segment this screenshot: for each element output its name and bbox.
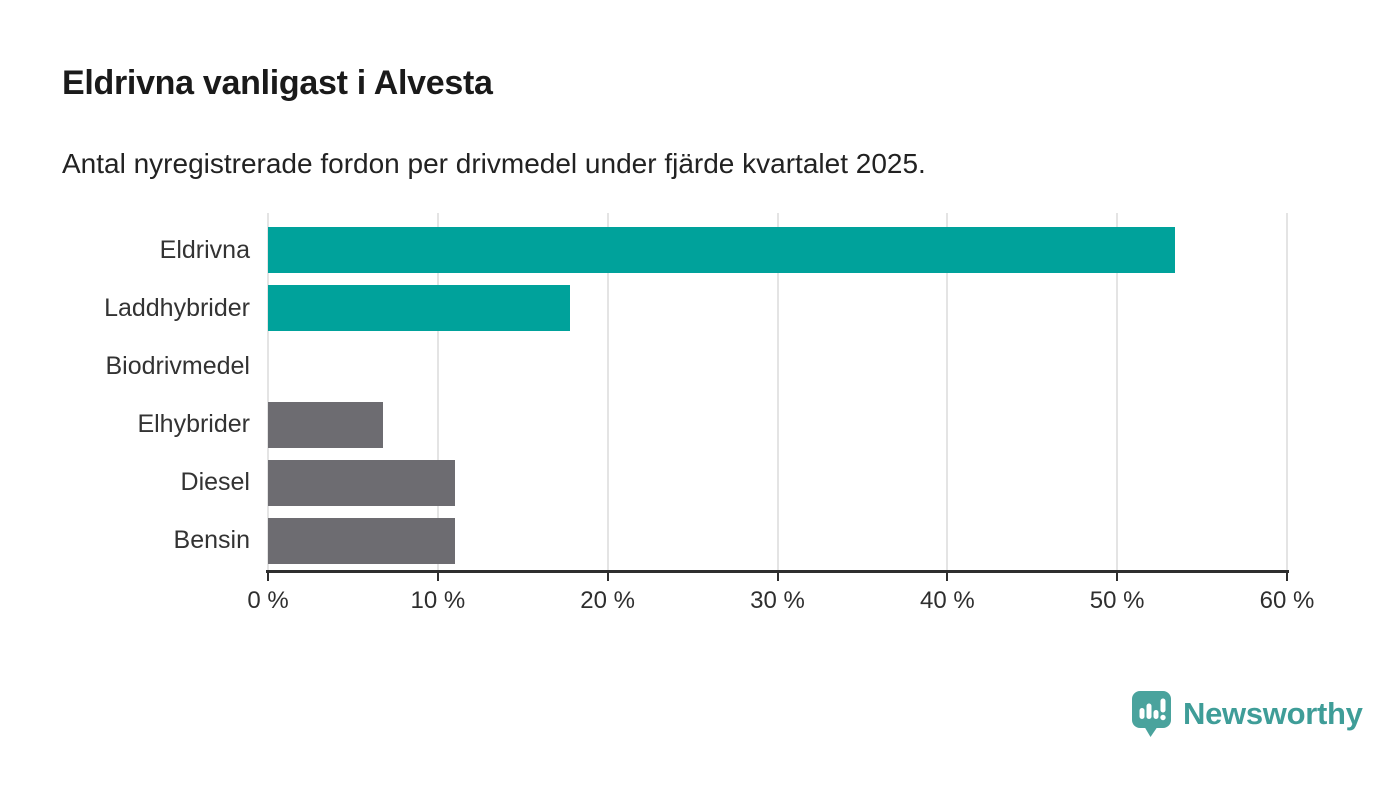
x-axis-tick-label-50: 50 %	[1089, 587, 1145, 614]
category-label-bensin: Bensin	[173, 526, 250, 555]
x-axis-tick-label-0: 0 %	[247, 587, 289, 614]
chart-subtitle: Antal nyregistrerade fordon per drivmede…	[62, 148, 926, 179]
category-label-eldrivna: Eldrivna	[159, 235, 250, 264]
x-axis-tick-label-20: 20 %	[580, 587, 635, 614]
gridline-60	[1286, 213, 1288, 570]
bar-elhybrider	[268, 401, 384, 448]
bar-diesel	[268, 459, 455, 506]
newsworthy-logo: Newsworthy	[1131, 690, 1363, 738]
gridline-0	[267, 213, 269, 570]
x-axis-tick-label-30: 30 %	[750, 587, 805, 614]
gridline-50	[1116, 213, 1119, 570]
bar-chart-plot-area: Eldrivna Laddhybrider Biodrivmedel Elhybrid…	[0, 213, 1400, 633]
x-axis-line	[266, 570, 1289, 573]
newsworthy-logo-icon	[1131, 690, 1173, 738]
bar-eldrivna	[268, 227, 1175, 274]
x-axis-tick-30	[776, 573, 779, 581]
x-axis-tick-40	[946, 573, 949, 581]
x-axis-tick-60	[1286, 573, 1288, 581]
gridline-30	[776, 213, 779, 570]
gridline-40	[946, 213, 949, 570]
x-axis-tick-label-10: 10 %	[410, 587, 466, 614]
category-label-diesel: Diesel	[180, 468, 250, 497]
bar-row-elhybrider: Elhybrider	[0, 396, 1400, 454]
bar-row-biodrivmedel: Biodrivmedel	[0, 337, 1400, 395]
category-label-laddhybrider: Laddhybrider	[104, 293, 250, 322]
x-axis-tick-label-60: 60 %	[1259, 587, 1315, 614]
newsworthy-logo-wordmark: Newsworthy	[1183, 696, 1363, 731]
bar-row-eldrivna: Eldrivna	[0, 221, 1400, 279]
bar-row-diesel: Diesel	[0, 454, 1400, 512]
chart-title: Eldrivna vanligast i Alvesta	[62, 64, 493, 102]
category-label-elhybrider: Elhybrider	[137, 410, 250, 439]
bar-bensin	[268, 517, 455, 564]
x-axis-tick-20	[606, 573, 609, 581]
bar-laddhybrider	[268, 285, 571, 332]
x-axis-tick-label-40: 40 %	[919, 587, 975, 614]
bar-row-laddhybrider: Laddhybrider	[0, 279, 1400, 337]
x-axis-tick-0	[267, 573, 269, 581]
x-axis-tick-50	[1116, 573, 1119, 581]
bar-row-bensin: Bensin	[0, 512, 1400, 570]
gridline-20	[606, 213, 609, 570]
gridline-10	[436, 213, 439, 570]
x-axis-tick-10	[436, 573, 439, 581]
category-label-biodrivmedel: Biodrivmedel	[105, 351, 250, 380]
